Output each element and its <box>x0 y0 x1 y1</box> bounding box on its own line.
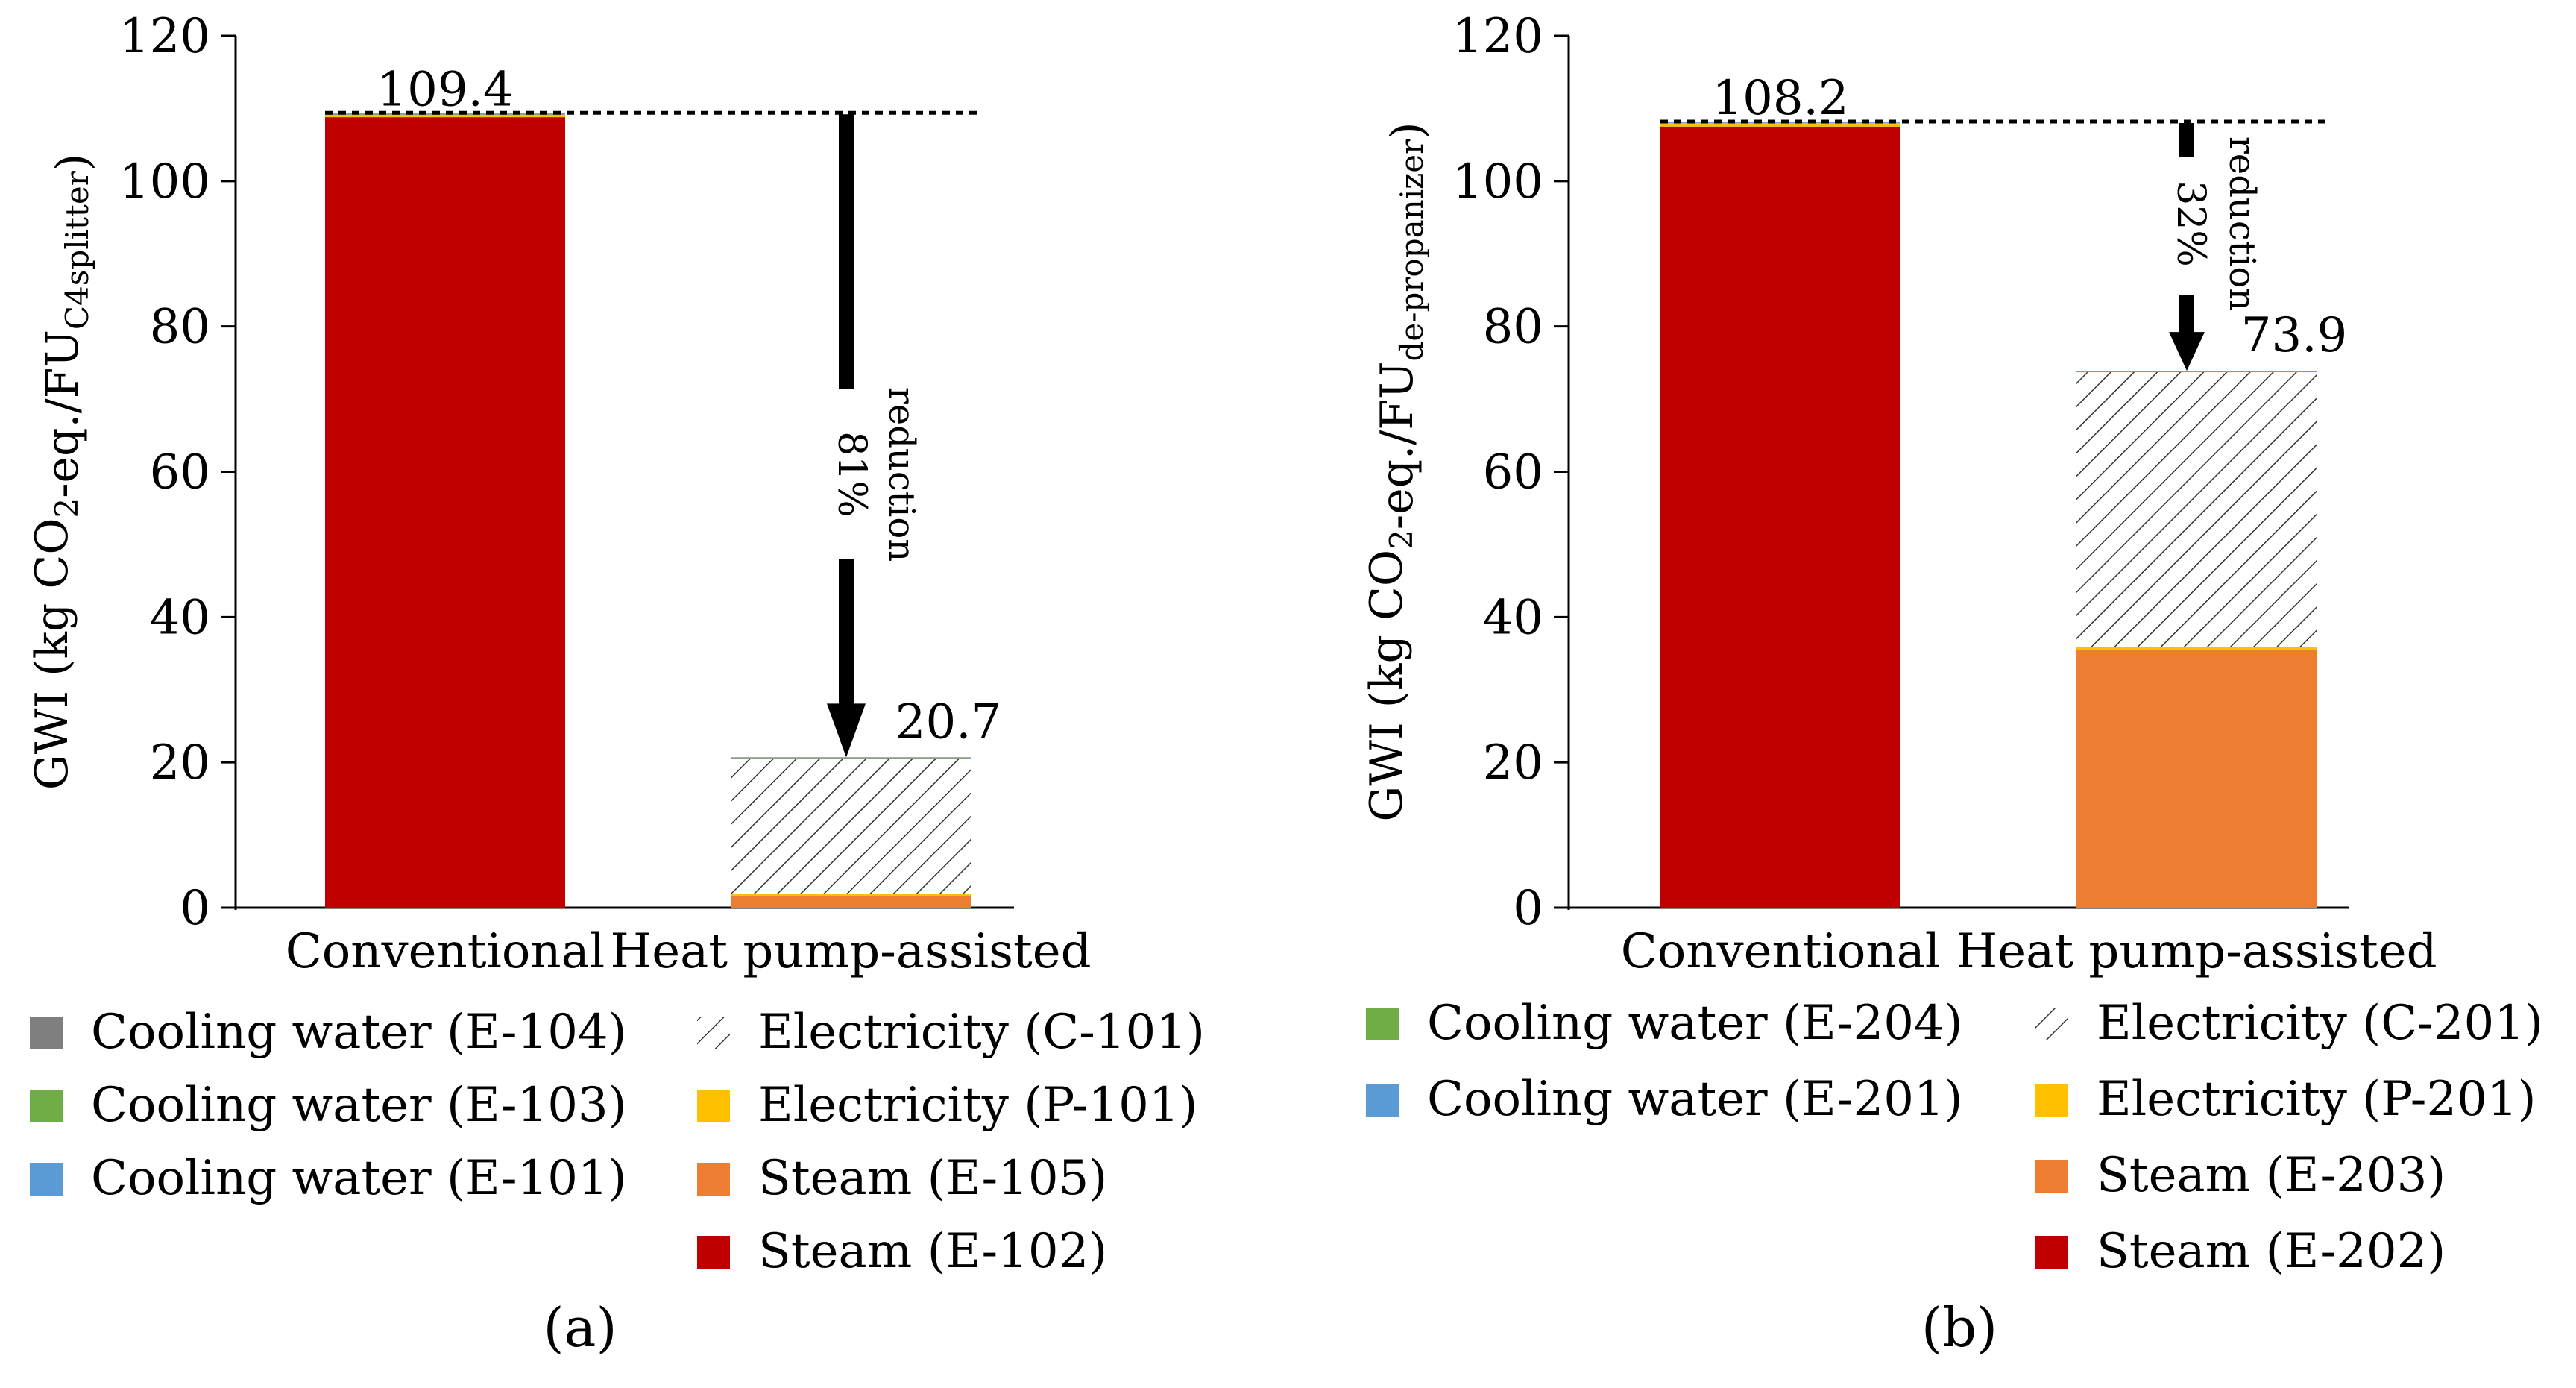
reduction-label: 81% reduction <box>829 387 922 562</box>
legend-entry: Electricity (P-101) <box>697 1078 1198 1133</box>
bar-segment <box>325 117 565 908</box>
legend-entry: Cooling water (E-101) <box>30 1151 627 1206</box>
legend-label: Electricity (C-101) <box>758 1005 1205 1060</box>
reduction-arrowhead <box>827 703 866 758</box>
bar-segment <box>2076 372 2317 647</box>
y-tick-label: 60 <box>150 445 210 500</box>
total-label: 108.2 <box>1712 71 1848 126</box>
y-tick-label: 40 <box>1483 590 1543 645</box>
bar-segment <box>731 757 971 759</box>
y-tick-label: 20 <box>1483 735 1543 791</box>
bar-segment <box>1660 126 1900 908</box>
legend-swatch <box>30 1017 63 1049</box>
legend-label: Steam (E-102) <box>758 1224 1107 1279</box>
legend-entry: Steam (E-105) <box>697 1151 1107 1206</box>
y-tick-label: 80 <box>150 300 210 355</box>
legend-entry: Cooling water (E-204) <box>1366 996 1963 1051</box>
y-tick-label: 20 <box>150 735 210 791</box>
legend-label: Cooling water (E-104) <box>91 1005 627 1060</box>
bar-segment <box>1660 122 1900 123</box>
bar-segment <box>731 896 971 908</box>
panel-label: (a) <box>543 1296 617 1359</box>
y-tick-label: 100 <box>119 154 210 210</box>
y-tick-label: 0 <box>1513 881 1543 936</box>
y-tick-label: 100 <box>1452 154 1543 210</box>
reduction-percent: 32% <box>2168 180 2213 267</box>
legend-label: Cooling water (E-201) <box>1427 1072 1963 1127</box>
y-tick-label: 120 <box>119 9 210 64</box>
legend-swatch <box>697 1236 730 1269</box>
x-category-label: Conventional <box>286 924 605 979</box>
reduction-label: 32% reduction <box>2168 136 2263 311</box>
x-category-label: Conventional <box>1621 924 1941 979</box>
bar-segment <box>2076 647 2317 650</box>
legend-swatch <box>1366 1008 1399 1040</box>
y-tick-label: 60 <box>1483 445 1543 500</box>
x-category-label: Heat pump-assisted <box>1956 924 2437 979</box>
legend-entry: Steam (E-202) <box>2035 1224 2446 1279</box>
reduction-word: reduction <box>881 387 922 562</box>
reduction-percent: 81% <box>829 431 874 518</box>
total-label: 73.9 <box>2241 308 2348 363</box>
chart-panel-b: 0 20 40 60 80 100 120 GWI (kg CO2-eq./FUde-prop… <box>1361 9 2543 1359</box>
legend-label: Electricity (P-201) <box>2097 1072 2536 1127</box>
reduction-arrowhead <box>2169 332 2205 371</box>
y-axis-label: GWI (kg CO2-eq./FUC4splitter) <box>26 154 99 790</box>
bar-segment <box>731 894 971 896</box>
bar-segment <box>2076 371 2317 373</box>
legend-swatch <box>30 1163 63 1196</box>
legend-entry: Cooling water (E-104) <box>30 1005 627 1060</box>
y-tick-label: 80 <box>1483 300 1543 355</box>
legend-entry: Steam (E-102) <box>697 1224 1107 1279</box>
bar-segment <box>325 113 565 115</box>
y-tick-label: 120 <box>1452 9 1543 64</box>
bar-segment <box>731 759 971 894</box>
legend-swatch <box>2035 1160 2068 1193</box>
legend-label: Cooling water (E-101) <box>91 1151 627 1206</box>
legend-label: Steam (E-105) <box>758 1151 1107 1206</box>
total-label: 109.4 <box>377 62 513 117</box>
legend-label: Steam (E-202) <box>2097 1224 2446 1279</box>
legend-label: Cooling water (E-204) <box>1427 996 1963 1051</box>
legend-swatch <box>2035 1008 2068 1040</box>
legend-swatch <box>1366 1084 1399 1117</box>
y-tick-label: 40 <box>150 590 210 645</box>
legend-swatch <box>697 1017 730 1049</box>
legend-swatch <box>697 1163 730 1196</box>
legend-label: Electricity (C-201) <box>2097 996 2543 1051</box>
legend-swatch <box>697 1090 730 1122</box>
legend-entry: Electricity (P-201) <box>2035 1072 2536 1127</box>
legend-entry: Cooling water (E-103) <box>30 1078 627 1133</box>
bar-segment <box>2076 650 2317 908</box>
legend-swatch <box>2035 1084 2068 1117</box>
legend-entry: Cooling water (E-201) <box>1366 1072 1963 1127</box>
reduction-word: reduction <box>2221 136 2263 311</box>
y-axis-label: GWI (kg CO2-eq./FUde-propanizer) <box>1361 122 1434 821</box>
legend-label: Cooling water (E-103) <box>91 1078 627 1133</box>
chart-panel-a: 0 20 40 60 80 100 120 GWI (kg CO2-eq./FUC4split… <box>26 9 1205 1359</box>
legend-label: Electricity (P-101) <box>758 1078 1198 1133</box>
legend-swatch <box>30 1090 63 1122</box>
y-tick-label: 0 <box>180 881 210 936</box>
total-label: 20.7 <box>895 694 1002 750</box>
bar-segment <box>1660 122 1900 127</box>
x-category-label: Heat pump-assisted <box>610 924 1091 979</box>
legend-swatch <box>2035 1236 2068 1269</box>
panel-label: (b) <box>1921 1296 1997 1359</box>
bar-segment <box>325 114 565 118</box>
legend-entry: Electricity (C-101) <box>697 1005 1205 1060</box>
legend-entry: Electricity (C-201) <box>2035 996 2543 1051</box>
legend-entry: Steam (E-203) <box>2035 1148 2446 1203</box>
legend-label: Steam (E-203) <box>2097 1148 2446 1203</box>
